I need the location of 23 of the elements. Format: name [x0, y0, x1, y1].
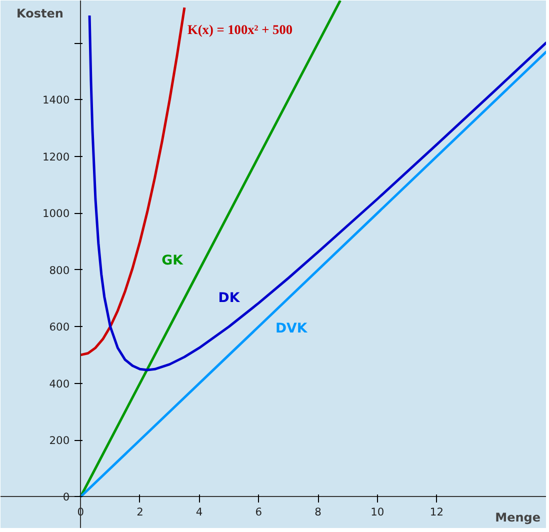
- y-tick-label: 400: [49, 377, 70, 390]
- y-tick-label: 200: [49, 434, 70, 448]
- y-tick-label: 1400: [42, 94, 70, 107]
- x-tick-label: 6: [255, 506, 262, 519]
- line-series: [79, 50, 546, 498]
- x-tick-label: 2: [136, 506, 144, 519]
- line-series: [79, 6, 186, 356]
- x-tick-label: 8: [314, 506, 322, 519]
- series-label: K(x) = 100x² + 500: [187, 22, 293, 38]
- y-axis-title: Kosten: [16, 6, 64, 20]
- line-series: [88, 14, 546, 372]
- line-series: [79, 0, 342, 498]
- x-tick-label: 10: [370, 506, 384, 519]
- series-label: DK: [218, 291, 240, 306]
- y-tick-label: 600: [49, 320, 70, 334]
- x-axis-title: Menge: [495, 510, 541, 524]
- series-label: DVK: [275, 322, 308, 337]
- y-tick-label: 1000: [42, 207, 70, 220]
- x-tick-label: 4: [196, 506, 203, 519]
- y-tick-label: 800: [49, 264, 70, 277]
- series-label: GK: [162, 253, 184, 268]
- x-tick-label: 12: [430, 506, 444, 519]
- y-tick-label: 1200: [42, 150, 70, 164]
